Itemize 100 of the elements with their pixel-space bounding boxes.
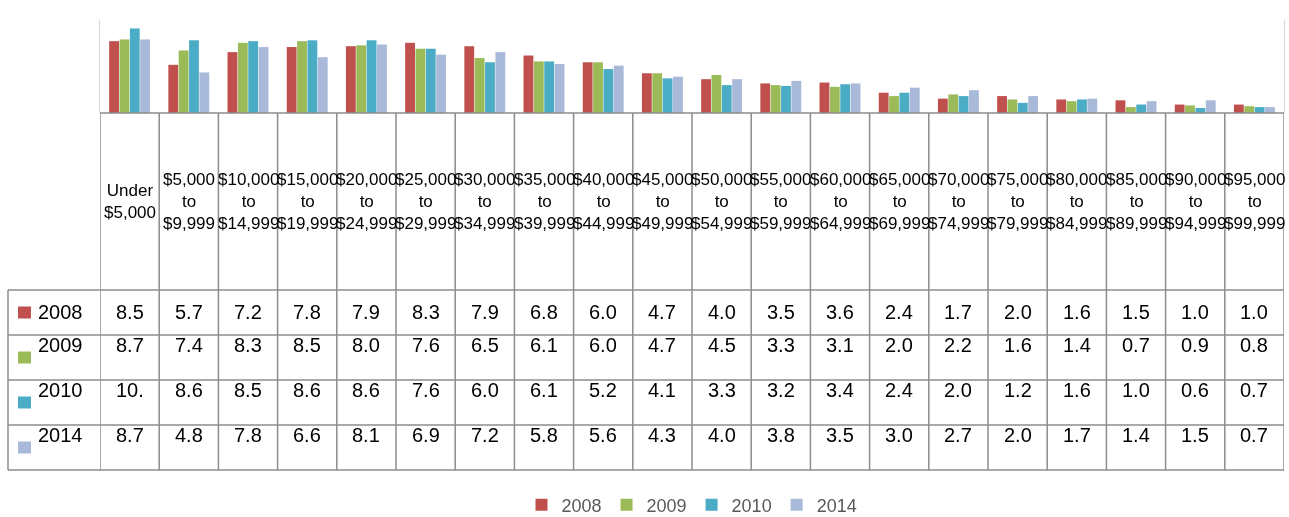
data-label: 1.4: [1063, 334, 1091, 356]
bar: [1244, 106, 1255, 113]
bar: [227, 52, 238, 113]
bar: [1028, 96, 1039, 113]
bar: [593, 62, 603, 113]
data-label: 3.5: [826, 424, 854, 446]
data-label: 2.0: [1004, 301, 1032, 323]
data-label: 8.5: [293, 334, 321, 356]
data-label: 6.0: [589, 334, 617, 356]
bar: [485, 62, 495, 113]
text: 2008: [561, 495, 602, 516]
data-label: 3.0: [885, 424, 913, 446]
x-tick-label: $25,000 to $29,999: [395, 170, 457, 234]
bar: [641, 73, 652, 113]
bar: [969, 90, 979, 113]
data-label: 0.7: [1122, 334, 1150, 356]
data-label: 7.8: [234, 424, 262, 446]
data-label: 4.0: [708, 301, 736, 323]
bar: [366, 40, 377, 113]
bar: [829, 86, 840, 113]
bar: [237, 42, 248, 113]
data-label: 7.9: [471, 301, 499, 323]
data-label: 6.1: [530, 334, 558, 356]
bar: [1056, 99, 1067, 113]
data-label: 1.0: [1122, 379, 1150, 401]
bar: [286, 47, 297, 113]
bar: [189, 40, 199, 113]
x-tick-label: $10,000 to $14,999: [218, 170, 280, 234]
bar: [937, 98, 948, 113]
x-tick-label: $30,000 to $34,999: [454, 170, 516, 234]
x-tick-label: $45,000 to $49,999: [632, 170, 694, 234]
legend-label: 2010: [38, 379, 83, 401]
x-tick-label: $85,000 to $89,999: [1106, 170, 1168, 234]
bar: [317, 57, 328, 113]
bar: [889, 96, 899, 113]
data-label: 7.8: [293, 301, 321, 323]
bar: [140, 39, 151, 113]
x-tick-label: $40,000 to $44,999: [573, 170, 635, 234]
bar: [662, 78, 673, 113]
bar: [405, 42, 415, 113]
x-tick-label: $60,000 to $64,999: [810, 170, 872, 234]
data-label: 1.0: [1181, 301, 1209, 323]
data-label: 3.8: [767, 424, 795, 446]
data-label: 6.0: [471, 379, 499, 401]
data-label: 8.7: [116, 334, 144, 356]
bar: [791, 80, 802, 113]
data-label: 8.3: [234, 334, 262, 356]
data-label: 3.1: [826, 334, 854, 356]
data-label: 4.7: [648, 334, 676, 356]
text: 2010: [731, 495, 772, 516]
bar: [948, 94, 959, 113]
data-label: 4.1: [648, 379, 676, 401]
bar: [109, 41, 119, 113]
bar: [899, 92, 910, 113]
x-tick-label: $55,000 to $59,999: [750, 170, 812, 234]
bar: [673, 76, 683, 113]
data-label: 8.7: [116, 424, 144, 446]
bar: [436, 54, 447, 113]
data-label: 8.6: [293, 379, 321, 401]
legend-label: 2014: [38, 424, 83, 446]
x-tick-label: $95,000 to $99,999: [1224, 170, 1286, 234]
data-label: 3.2: [767, 379, 795, 401]
bar: [119, 39, 130, 113]
bar: [415, 48, 426, 113]
x-tick-label: $70,000 to $74,999: [928, 170, 990, 234]
legend-label: 2008: [38, 301, 83, 323]
bar: [781, 85, 791, 113]
bar: [248, 41, 259, 113]
x-tick-label: $35,000 to $39,999: [514, 170, 576, 234]
data-label: 1.6: [1063, 379, 1091, 401]
bar: [1017, 102, 1028, 113]
x-tick-label: $75,000 to $79,999: [987, 170, 1049, 234]
bar: [582, 62, 593, 113]
data-label: 0.8: [1240, 334, 1268, 356]
data-label: 3.3: [767, 334, 795, 356]
bar: [1087, 98, 1098, 113]
data-label: 4.7: [648, 301, 676, 323]
data-label: 6.6: [293, 424, 321, 446]
data-label: 2.0: [944, 379, 972, 401]
bar: [533, 61, 544, 113]
data-label: 6.1: [530, 379, 558, 401]
data-label: 8.6: [175, 379, 203, 401]
data-label: 3.3: [708, 379, 736, 401]
data-label: 1.2: [1004, 379, 1032, 401]
x-tick-label: $50,000 to $54,999: [691, 170, 753, 234]
data-label: 3.6: [826, 301, 854, 323]
bar: [377, 44, 387, 113]
data-label: 4.3: [648, 424, 676, 446]
x-tick-label: $5,000 to $9,999: [163, 170, 215, 234]
bar: [297, 41, 307, 113]
bar: [652, 73, 663, 113]
x-tick-label: $90,000 to $94,999: [1165, 170, 1227, 234]
data-label: 8.6: [352, 379, 380, 401]
data-label: 2.4: [885, 379, 913, 401]
legend-label: 2009: [38, 334, 83, 356]
data-label: 7.2: [471, 424, 499, 446]
bar: [464, 46, 475, 113]
bar: [878, 92, 889, 113]
bar: [307, 40, 318, 113]
data-label: 1.6: [1063, 301, 1091, 323]
